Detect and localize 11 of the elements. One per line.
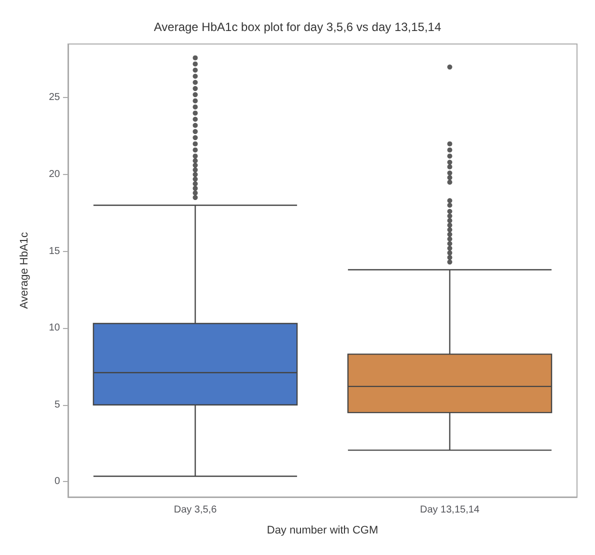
y-tick-label: 20 xyxy=(48,169,60,180)
chart-title: Average HbA1c box plot for day 3,5,6 vs day 13,15,14 xyxy=(154,20,442,34)
x-tick-label: Day 3,5,6 xyxy=(174,504,218,516)
y-tick-label: 5 xyxy=(54,399,60,410)
x-tick-label: Day 13,15,14 xyxy=(420,504,480,516)
y-axis-title: Average HbA1c xyxy=(18,232,30,309)
x-axis-title: Day number with CGM xyxy=(266,524,378,536)
y-tick-label: 25 xyxy=(48,92,60,104)
y-tick-label: 15 xyxy=(48,246,60,257)
y-tick-label: 10 xyxy=(48,322,60,334)
y-tick-label: 0 xyxy=(54,476,60,488)
